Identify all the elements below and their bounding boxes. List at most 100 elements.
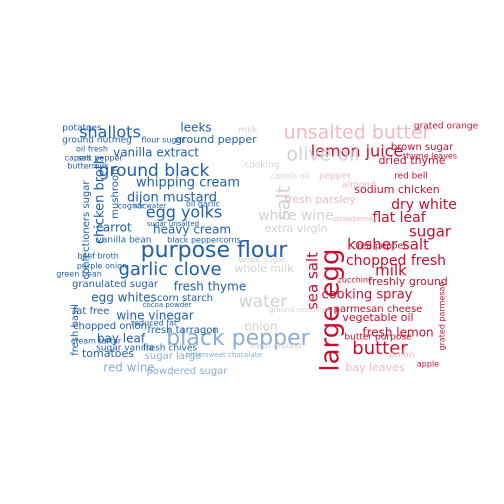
word-carrot: carrot — [96, 221, 132, 235]
word-butter-purpose: butter purpose — [344, 333, 412, 343]
word-cooking-spray: cooking spray — [322, 288, 413, 303]
word-red-wine: red wine — [103, 361, 155, 375]
word-apple: apple — [417, 360, 439, 369]
word-water: water — [239, 292, 287, 312]
word-tomatoes: tomatoes — [82, 347, 134, 360]
word-flour-sugar: flour sugar — [141, 136, 185, 145]
word-corn-starch: corn starch — [157, 293, 213, 304]
word-onion: onion — [244, 320, 277, 334]
word-green-bean: green bean — [56, 270, 102, 279]
word-capers: capers — [65, 154, 92, 163]
word-zucchini: zucchini — [338, 276, 371, 285]
word-vegetable-oil: vegetable oil — [342, 311, 413, 324]
word-fresh-chives: fresh chives — [143, 344, 197, 354]
word-ice-water: ice water — [134, 202, 166, 210]
word-large-egg: large egg — [316, 248, 346, 371]
word-vanilla-extract: vanilla extract — [113, 146, 199, 160]
word-powdered-sugar: powdered sugar — [147, 366, 229, 377]
word-oil-fresh: oil fresh — [76, 145, 108, 154]
word-milk: milk — [375, 262, 407, 280]
word-grated-orange: grated orange — [414, 122, 479, 132]
word-sugar: sugar — [409, 223, 452, 241]
word-fresh-parsley: fresh parsley — [284, 193, 356, 206]
word-oil-garlic: oil garlic — [186, 200, 220, 209]
word-fresh-basil: fresh basil — [70, 304, 81, 356]
word-white-wine: white wine — [258, 208, 334, 224]
word-purpose-flour: purpose flour — [141, 238, 289, 263]
word-pepper: pepper — [319, 172, 351, 182]
word-black-peppercorns: black peppercorns — [167, 236, 241, 245]
word-sea-salt: sea salt — [304, 252, 322, 310]
word-purple-onion: purple onion — [77, 262, 127, 271]
word-extra-virgin: extra virgin — [264, 222, 327, 235]
word-chopped-onion: chopped onion — [73, 321, 147, 332]
word-red-pepper: red pepper — [357, 242, 407, 252]
word-garlic-clove: garlic clove — [118, 259, 221, 280]
word-olive-oil: olive oil — [286, 144, 359, 166]
word-ground-cinnamon: ground cinnamon — [269, 306, 331, 314]
word-sugar-large: sugar large — [145, 351, 202, 362]
word-potatoes: potatoes — [62, 124, 102, 134]
word-vanilla-bean: vanilla bean — [97, 236, 152, 246]
word-ground-pepper: ground pepper — [175, 133, 257, 146]
word-beef-broth: beef broth — [77, 252, 119, 261]
word-bittersweet-chocolate: bittersweet chocolate — [186, 351, 262, 359]
word-buttermilk: buttermilk — [67, 162, 109, 171]
word-salt-pepper: salt pepper — [77, 154, 123, 163]
word-cognac: cognac — [118, 202, 147, 211]
word-confectioners-sugar: confectioners sugar — [81, 180, 92, 280]
word-red-bell: red bell — [394, 172, 428, 182]
word-fresh-lemon: fresh lemon — [362, 326, 433, 340]
word-dijon-mustard: dijon mustard — [127, 191, 217, 206]
word-grated-parmesan: grated parmesan — [438, 282, 447, 351]
word-ground-nutmeg: ground nutmeg — [62, 136, 132, 146]
word-egg-yolks: egg yolks — [146, 203, 223, 222]
word-dry-white: dry white — [391, 197, 457, 213]
word-salt: salt — [273, 186, 295, 220]
word-sugar-unsalted: sugar unsalted — [147, 220, 199, 228]
word-flat-leaf: flat leaf — [372, 210, 426, 226]
word-leeks: leeks — [180, 121, 211, 135]
word-bay-leaves: bay leaves — [345, 361, 405, 374]
word-wine-vinegar: wine vinegar — [116, 309, 193, 323]
word-fresh-tarragon: fresh tarragon — [147, 325, 218, 336]
word-fresh-ground: fresh ground — [251, 342, 302, 351]
word-sodium-chicken: sodium chicken — [354, 183, 440, 196]
word-unsalted-butter: unsalted butter — [284, 122, 431, 144]
word-fat-free: fat free — [73, 306, 109, 317]
word-heavy-cream: heavy cream — [153, 223, 231, 237]
word-fresh-thyme: fresh thyme — [174, 280, 246, 294]
word-whipping-cream: whipping cream — [136, 176, 240, 191]
word-almond: almond — [342, 181, 376, 191]
word-chopped-fresh: chopped fresh — [346, 253, 446, 269]
word-bay-leaf: bay leaf — [97, 332, 146, 346]
word-freshly-ground: freshly ground — [368, 275, 448, 288]
word-cream-tartar: cream tartar — [71, 337, 122, 346]
word-egg-whites: egg whites — [91, 291, 157, 305]
word-white-sugar: white sugar — [239, 256, 287, 265]
word-parmesan-cheese: parmesan cheese — [334, 304, 423, 315]
word-thyme-leaves: thyme leaves — [403, 152, 457, 161]
word-canola-oil: canola oil — [271, 172, 309, 181]
word-lemon-juice: lemon juice — [311, 142, 404, 161]
word-mushroom: mushroom — [110, 165, 121, 219]
word-black-pepper: black pepper — [166, 326, 310, 351]
word-milk-2: milk — [239, 126, 259, 136]
word-brown-sugar: brown sugar — [391, 142, 454, 153]
word-whole-milk: whole milk — [234, 262, 294, 275]
word-cocoa-powder: cocoa powder — [143, 301, 192, 309]
word-kosher-salt: kosher salt — [347, 236, 429, 254]
word-sugar-vanilla: sugar vanilla — [96, 344, 154, 354]
word-dried-thyme: dried thyme — [378, 154, 445, 167]
word-ground-black: ground black — [99, 161, 210, 181]
word-granulated-sugar: granulated sugar — [72, 279, 159, 290]
word-cooking: cooking — [244, 161, 279, 171]
word-strawberries: strawberries — [333, 215, 377, 223]
word-reduced-fat: reduced fat — [131, 319, 177, 328]
word-onion-2: onion — [390, 351, 415, 361]
word-chicken-broth: chicken broth — [93, 156, 108, 244]
word-shallots: shallots — [79, 123, 141, 142]
